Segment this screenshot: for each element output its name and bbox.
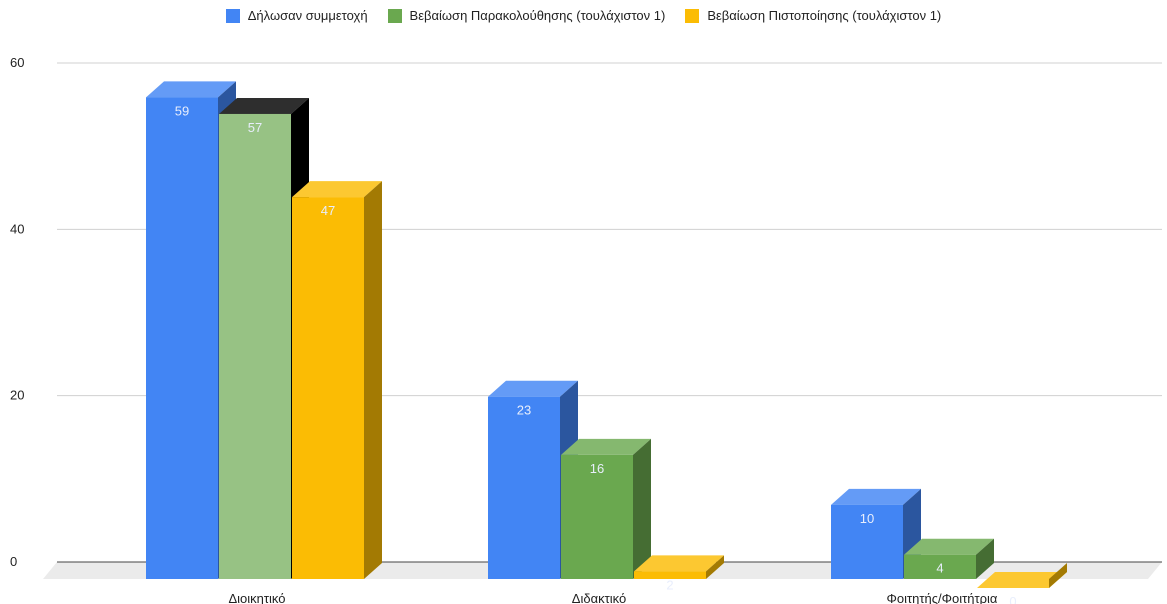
y-tick-label: 40 [10, 221, 24, 236]
data-label: 23 [517, 403, 531, 418]
bar-2-2[interactable] [561, 438, 651, 579]
bar-side-face [706, 555, 724, 579]
bar-top-face [146, 81, 236, 98]
x-tick-label: Διοικητικό [228, 591, 285, 604]
bar-top-face [488, 380, 578, 397]
data-label: 2 [666, 577, 673, 592]
data-label: 4 [936, 561, 943, 576]
bar-3-3[interactable] [977, 563, 1067, 588]
legend-item-certification[interactable]: Βεβαίωση Πιστοποίησης (τουλάχιστον 1) [685, 8, 941, 23]
bar-front-face [219, 113, 291, 579]
bar-side-face [633, 438, 651, 579]
bar-1-3[interactable] [292, 181, 382, 579]
bar-top-face [904, 538, 994, 555]
bar-front-face [831, 504, 903, 579]
bar-front-face [561, 454, 633, 579]
bar-top-face [831, 488, 921, 505]
legend-item-participation[interactable]: Δήλωσαν συμμετοχή [225, 8, 368, 23]
bar-front-face [904, 554, 976, 579]
bar-side-face [1049, 563, 1067, 588]
bar-top-face [292, 181, 382, 198]
legend-swatch-certification [685, 8, 700, 23]
legend: Δήλωσαν συμμετοχή Βεβαίωση Παρακολούθηση… [0, 8, 1167, 23]
data-label: 59 [175, 103, 189, 118]
x-tick-label: Διδακτικό [572, 591, 626, 604]
bar-side-face [976, 538, 994, 579]
bar-top-face [219, 97, 309, 114]
y-tick-label: 60 [10, 55, 24, 70]
bar-side-face [364, 181, 382, 579]
data-label: 16 [590, 461, 604, 476]
bar-top-face [634, 555, 724, 572]
legend-label-attendance: Βεβαίωση Παρακολούθησης (τουλάχιστον 1) [409, 8, 666, 23]
bar-2-3[interactable] [634, 555, 724, 579]
y-tick-label: 0 [10, 554, 17, 569]
bar-3-1[interactable] [831, 488, 921, 579]
data-label: 57 [248, 120, 262, 135]
data-label: 0 [1009, 594, 1016, 604]
data-label: 47 [321, 203, 335, 218]
bar-front-face [292, 197, 364, 579]
legend-label-certification: Βεβαίωση Πιστοποίησης (τουλάχιστον 1) [707, 8, 942, 23]
legend-item-attendance[interactable]: Βεβαίωση Παρακολούθησης (τουλάχιστον 1) [387, 8, 666, 23]
legend-swatch-participation [225, 8, 240, 23]
bar-front-face [634, 571, 706, 579]
legend-label-participation: Δήλωσαν συμμετοχή [247, 8, 368, 23]
y-tick-label: 20 [10, 388, 24, 403]
legend-swatch-attendance [387, 8, 402, 23]
bar-top-face [977, 572, 1067, 588]
x-tick-label: Φοιτητής/Φοιτήτρια [887, 591, 998, 604]
bar-front-face [146, 97, 218, 580]
data-label: 10 [860, 511, 874, 526]
bar-front-face [488, 396, 560, 579]
bar-3-2[interactable] [904, 538, 994, 579]
bar-top-face [561, 438, 651, 455]
